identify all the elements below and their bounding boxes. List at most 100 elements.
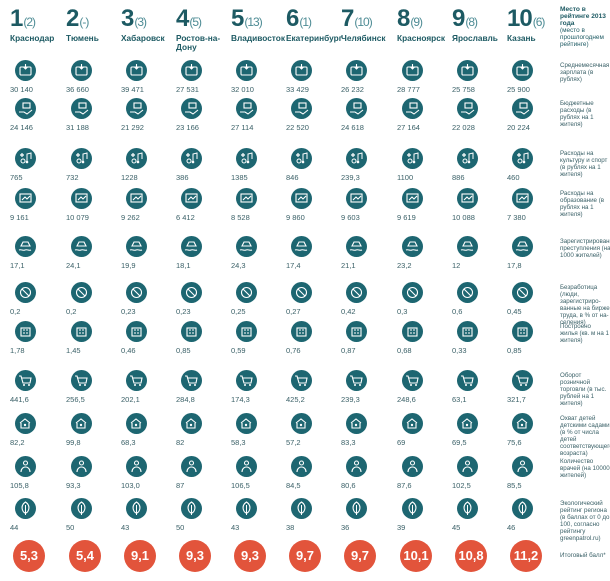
metric-cell: 99,8 [66,413,121,463]
metric-cell: 25 900 [507,60,562,110]
metric-cell: 82 [176,413,231,463]
doctor-icon [457,456,478,477]
culture-sport-icon [402,148,423,169]
metric-cell: 0,42 [341,282,396,332]
metric-cell: 1,78 [10,321,65,371]
metric-cell: 83,3 [341,413,396,463]
metric-cell: 0,2 [10,282,65,332]
rank-number: 9 [452,5,465,32]
leaf-icon [402,498,423,519]
unemployment-icon [402,282,423,303]
metric-value: 22 028 [452,123,475,132]
kindergarten-icon [181,413,202,434]
education-icon [291,188,312,209]
metric-value: 82 [176,438,185,447]
metric-value: 0,3 [397,307,408,316]
metric-value: 103,0 [121,481,140,490]
metric-cell: 256,5 [66,370,121,420]
metric-label: Охват детей детскими садами (в % от числ… [560,415,610,457]
metric-value: 0,25 [231,307,246,316]
city-header: 5(13) Владивосток [231,5,291,48]
metric-cell: 0,6 [452,282,507,332]
metric-value: 18,1 [176,261,191,270]
metric-cell: 321,7 [507,370,562,420]
metric-value: 17,1 [10,261,25,270]
city-name: Хабаровск [121,33,165,43]
rank-number: 7 [341,5,354,32]
metric-value: 284,8 [176,395,195,404]
cart-icon [181,370,202,391]
city-name: Казань [507,33,536,43]
metric-cell: 39 471 [121,60,176,110]
metric-value: 24,1 [66,261,81,270]
metric-cell: 75,6 [507,413,562,463]
previous-rank: (3) [134,15,147,29]
metric-value: 38 [286,523,295,532]
housing-icon [15,321,36,342]
city-name: Красноярск [397,33,446,43]
metric-cell: 765 [10,148,65,198]
metric-cell: 31 188 [66,98,121,148]
metric-value: 93,3 [66,481,81,490]
metric-value: 0,85 [176,346,191,355]
metric-value: 886 [452,173,465,182]
metric-cell: 50 [176,498,231,548]
metric-cell: 0,87 [341,321,396,371]
kindergarten-icon [346,413,367,434]
budget-hand-icon [346,98,367,119]
metric-cell: 102,5 [452,456,507,506]
culture-sport-icon [512,148,533,169]
metric-value: 0,68 [397,346,412,355]
unemployment-icon [181,282,202,303]
metric-value: 69,5 [452,438,467,447]
metric-cell: 460 [507,148,562,198]
metric-value: 36 660 [66,85,89,94]
metric-value: 39 471 [121,85,144,94]
doctor-icon [126,456,147,477]
metric-cell: 9 860 [286,188,341,238]
metric-value: 102,5 [452,481,471,490]
city-header: 4(5) Ростов-на-Дону [176,5,236,52]
metric-value: 27 114 [231,123,254,132]
crime-icon [236,236,257,257]
metric-cell: 20 224 [507,98,562,148]
metric-cell: 0,59 [231,321,286,371]
total-score-badge: 9,3 [234,540,266,572]
metric-value: 19,9 [121,261,136,270]
city-name: Ростов-на-Дону [176,33,221,52]
metric-cell: 93,3 [66,456,121,506]
metric-value: 0,59 [231,346,246,355]
kindergarten-icon [291,413,312,434]
doctor-icon [181,456,202,477]
education-icon [181,188,202,209]
unemployment-icon [457,282,478,303]
budget-hand-icon [126,98,147,119]
previous-rank: (10) [354,15,372,29]
metric-value: 0,23 [121,307,136,316]
metric-cell: 239,3 [341,148,396,198]
metric-cell: 886 [452,148,507,198]
previous-rank: (2) [23,15,36,29]
metric-cell: 0,25 [231,282,286,332]
metric-value: 10 088 [452,213,475,222]
metric-cell: 202,1 [121,370,176,420]
crime-icon [402,236,423,257]
metric-cell: 30 140 [10,60,65,110]
previous-rank: (5) [189,15,202,29]
metric-value: 248,6 [397,395,416,404]
metric-value: 174,3 [231,395,250,404]
rank-number: 5 [231,5,244,32]
city-header: 9(8) Ярославль [452,5,512,48]
metric-cell: 17,4 [286,236,341,286]
total-score-badge: 10,1 [400,540,432,572]
unemployment-icon [126,282,147,303]
kindergarten-icon [71,413,92,434]
total-score-badge: 5,3 [13,540,45,572]
metric-label: Расходы на культуру и спорт (в рублях на… [560,150,608,178]
cart-icon [291,370,312,391]
metric-value: 239,3 [341,173,360,182]
city-header: 7(10) Челябинск [341,5,401,48]
rank-number: 4 [176,5,189,32]
unemployment-icon [346,282,367,303]
metric-cell: 239,3 [341,370,396,420]
